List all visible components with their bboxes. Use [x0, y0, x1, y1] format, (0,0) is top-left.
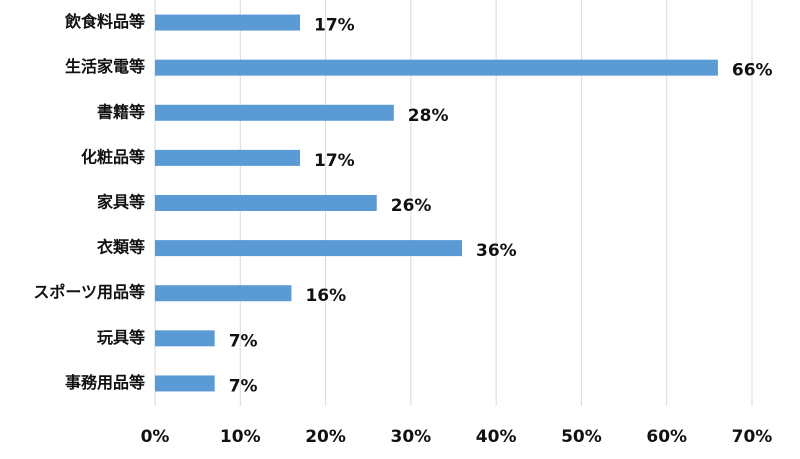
y-tick-label: 化粧品等 [81, 147, 145, 166]
y-tick-label: スポーツ用品等 [33, 283, 145, 302]
bar [155, 240, 463, 257]
bar [155, 14, 300, 31]
value-label: 16% [305, 286, 346, 306]
x-tick-label: 70% [732, 427, 773, 447]
y-tick-label: 衣類等 [97, 238, 145, 257]
bar [155, 149, 300, 166]
bar [155, 104, 394, 121]
y-tick-label: 家具等 [97, 193, 145, 212]
bar [155, 195, 377, 211]
y-tick-label: 生活家電等 [65, 57, 145, 76]
bar [155, 330, 215, 347]
value-label: 26% [391, 196, 432, 216]
x-tick-label: 20% [305, 427, 346, 447]
bar [155, 59, 718, 76]
x-tick-label: 60% [646, 427, 687, 447]
x-tick-label: 30% [391, 427, 432, 447]
value-label: 7% [229, 331, 258, 351]
value-label: 17% [314, 151, 355, 171]
x-tick-label: 10% [220, 427, 261, 447]
value-label: 7% [229, 376, 258, 396]
x-tick-label: 40% [476, 427, 517, 447]
value-label: 28% [408, 106, 449, 126]
value-label: 36% [476, 241, 517, 261]
y-tick-label: 飲食料品等 [64, 12, 145, 31]
x-tick-label: 0% [141, 427, 170, 447]
y-tick-label: 書籍等 [97, 102, 145, 121]
value-label: 17% [314, 16, 355, 36]
bar [155, 285, 292, 302]
y-tick-label: 事務用品等 [65, 373, 145, 392]
value-label: 66% [732, 61, 773, 81]
x-tick-label: 50% [561, 427, 602, 447]
bar [155, 375, 215, 392]
y-tick-label: 玩具等 [97, 328, 145, 347]
